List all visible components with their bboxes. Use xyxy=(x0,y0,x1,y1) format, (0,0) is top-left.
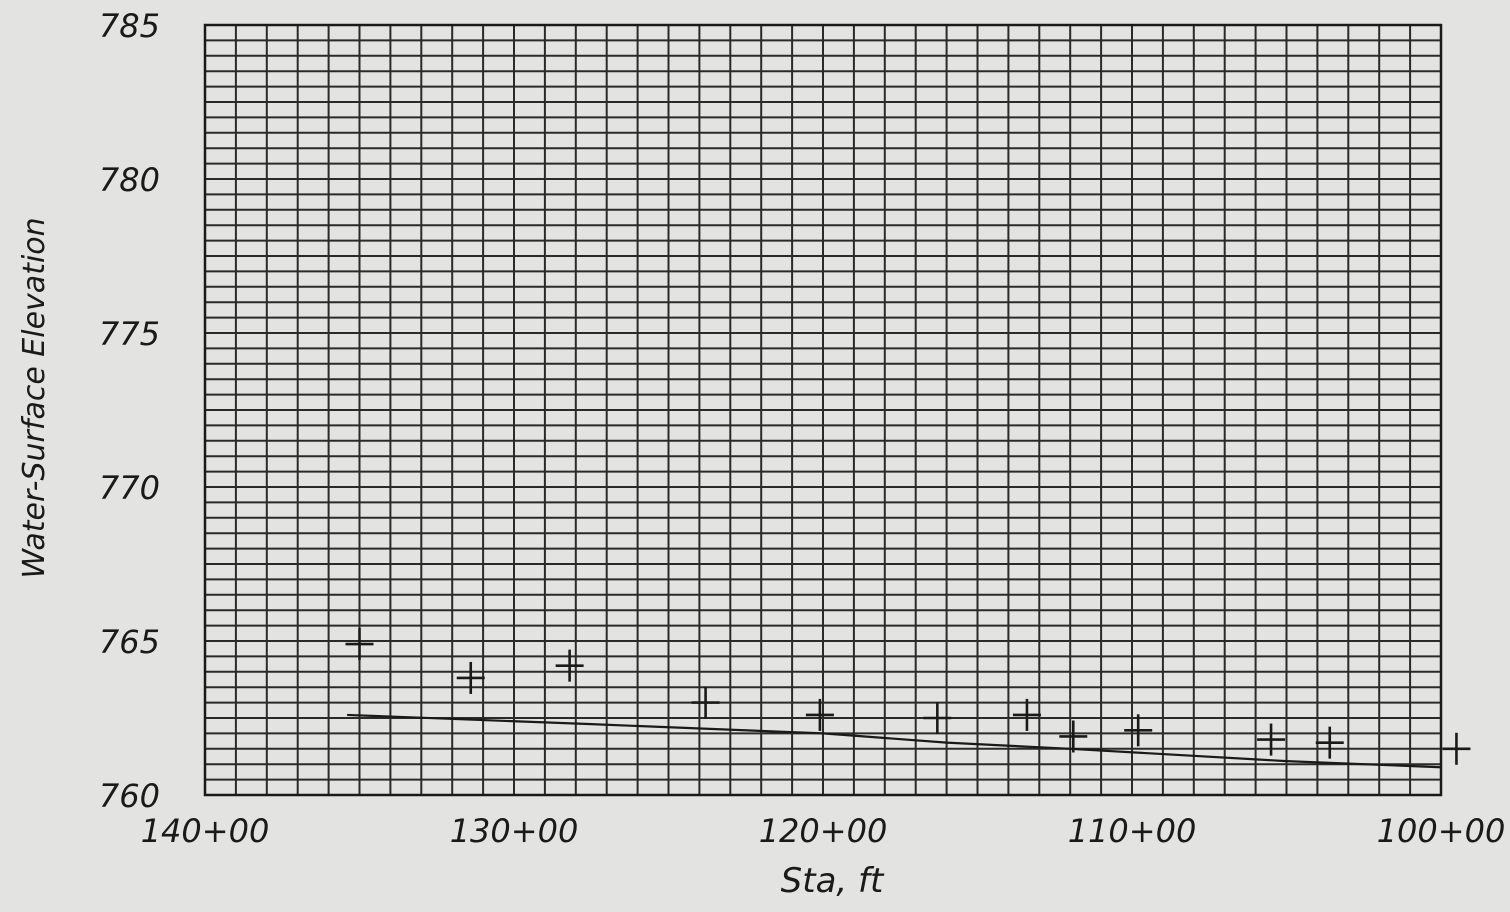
series-line xyxy=(347,713,1442,769)
x-tick-label: 110+00 xyxy=(1068,812,1197,850)
data-point xyxy=(691,686,720,719)
plot-frame xyxy=(203,23,1443,797)
y-tick-label: 770 xyxy=(99,469,160,507)
series xyxy=(345,628,1471,769)
x-tick-label: 120+00 xyxy=(759,812,888,850)
y-tick-label: 760 xyxy=(99,777,160,815)
data-point xyxy=(555,649,584,682)
data-point xyxy=(456,661,485,694)
tick-labels: 140+00 130+00 120+00 110+00 100+00 760 765 770 7… xyxy=(99,7,1505,850)
x-tick-label: 100+00 xyxy=(1377,812,1506,850)
data-point xyxy=(345,628,374,661)
data-point xyxy=(1442,732,1471,765)
y-tick-label: 780 xyxy=(99,161,160,199)
data-point xyxy=(1315,726,1344,759)
y-axis-label: Water-Surface Elevation xyxy=(17,217,52,578)
x-tick-label: 130+00 xyxy=(450,812,579,850)
data-point xyxy=(805,698,834,731)
x-tick-label: 140+00 xyxy=(141,812,270,850)
data-point xyxy=(1257,723,1286,756)
y-tick-label: 765 xyxy=(99,623,160,661)
data-point xyxy=(923,702,952,734)
grid xyxy=(205,25,1441,795)
x-axis-label: Sta, ft xyxy=(781,861,885,901)
data-point xyxy=(1124,714,1153,747)
y-tick-label: 785 xyxy=(99,7,160,45)
data-point xyxy=(1059,720,1088,753)
y-tick-label: 775 xyxy=(99,315,160,353)
data-point xyxy=(1012,698,1041,731)
